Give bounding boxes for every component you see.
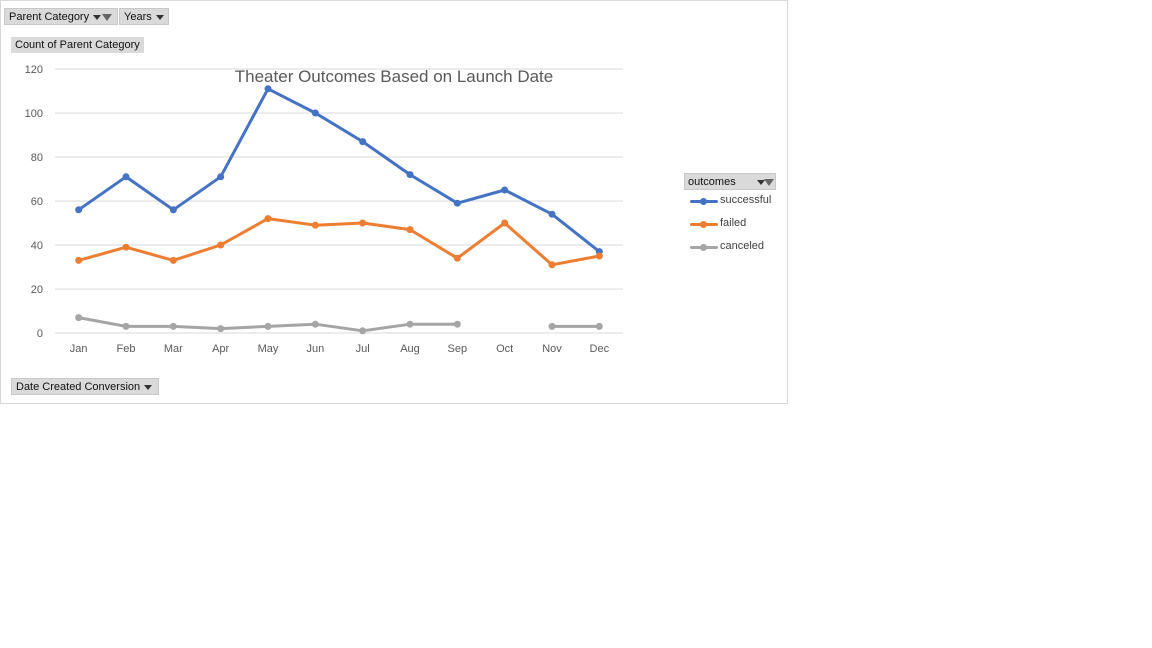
y-tick-label: 60 xyxy=(31,196,43,208)
x-tick-label: Apr xyxy=(212,343,229,355)
x-tick-label: Aug xyxy=(400,343,420,355)
data-point-failed xyxy=(359,219,367,227)
pivot-chart xyxy=(0,0,788,404)
legend-item-failed: failed xyxy=(684,217,794,240)
legend-item-successful: successful xyxy=(684,194,794,217)
data-point-failed xyxy=(453,254,461,262)
line-chart: Theater Outcomes Based on Launch Date 0 2… xyxy=(25,64,623,355)
x-tick-label: Dec xyxy=(590,343,610,355)
data-point-failed xyxy=(264,215,272,223)
x-tick-label: May xyxy=(258,343,279,355)
data-point-failed xyxy=(75,256,83,264)
data-point-successful xyxy=(217,173,225,181)
filter-icon xyxy=(102,13,113,21)
data-point-canceled xyxy=(169,322,177,330)
gridlines xyxy=(55,68,623,334)
data-point-successful xyxy=(359,138,367,146)
x-tick-label: Jun xyxy=(306,343,324,355)
y-tick-label: 40 xyxy=(31,240,43,252)
filter-icon xyxy=(764,179,774,186)
years-label: Years xyxy=(124,11,152,23)
y-tick-label: 0 xyxy=(37,328,43,340)
chevron-down-icon xyxy=(93,14,102,20)
legend-marker-canceled xyxy=(700,244,707,251)
axis-field-button[interactable]: Date Created Conversion xyxy=(11,378,159,395)
data-point-canceled xyxy=(311,320,319,328)
value-field-label: Count of Parent Category xyxy=(15,39,140,51)
data-point-canceled xyxy=(264,322,272,330)
x-tick-label: Feb xyxy=(117,343,136,355)
series-line-failed xyxy=(77,217,601,267)
data-point-canceled xyxy=(359,327,367,335)
x-tick-label: Jul xyxy=(356,343,370,355)
data-point-failed xyxy=(169,256,177,264)
series-lines xyxy=(75,85,603,335)
data-point-failed xyxy=(311,221,319,229)
years-filter-button[interactable]: Years xyxy=(119,8,169,25)
axis-labels: 0 20 40 60 80 100 120 Jan Feb Mar Apr May Jun Jul Aug S… xyxy=(25,64,610,355)
legend-marker-failed xyxy=(700,221,707,228)
value-field-button[interactable]: Count of Parent Category xyxy=(11,37,144,53)
y-tick-label: 100 xyxy=(25,108,43,120)
data-point-successful xyxy=(169,206,177,214)
series-line-successful xyxy=(77,87,601,254)
data-point-successful xyxy=(311,109,319,117)
data-point-successful xyxy=(453,199,461,207)
x-tick-label: Sep xyxy=(448,343,468,355)
data-point-canceled xyxy=(548,322,556,330)
y-tick-label: 20 xyxy=(31,284,43,296)
chevron-down-icon xyxy=(757,180,765,185)
legend-label-canceled: canceled xyxy=(720,240,765,252)
y-tick-label: 80 xyxy=(31,152,43,164)
data-point-failed xyxy=(595,252,603,260)
data-point-canceled xyxy=(122,322,130,330)
x-tick-label: Mar xyxy=(164,343,183,355)
data-point-canceled xyxy=(406,320,414,328)
x-tick-label: Jan xyxy=(70,343,88,355)
data-point-canceled xyxy=(595,322,603,330)
axis-field-label: Date Created Conversion xyxy=(16,381,141,393)
x-tick-label: Nov xyxy=(542,343,562,355)
legend-label-successful: successful xyxy=(720,194,772,206)
data-point-failed xyxy=(548,261,556,269)
outcomes-label: outcomes xyxy=(688,176,736,188)
data-point-canceled xyxy=(453,320,461,328)
data-point-failed xyxy=(217,241,225,249)
data-point-failed xyxy=(406,226,414,234)
data-point-successful xyxy=(548,210,556,218)
legend: outcomes successful failed canceled xyxy=(684,173,794,263)
chevron-down-icon xyxy=(144,384,153,390)
data-point-successful xyxy=(264,85,272,93)
legend-label-failed: failed xyxy=(720,217,747,229)
data-point-successful xyxy=(75,206,83,214)
data-point-failed xyxy=(122,243,130,251)
data-point-canceled xyxy=(75,314,83,322)
data-point-successful xyxy=(406,171,414,179)
chart-title: Theater Outcomes Based on Launch Date xyxy=(235,67,553,86)
x-tick-label: Oct xyxy=(496,343,513,355)
chevron-down-icon xyxy=(155,14,164,20)
outcomes-filter-button[interactable]: outcomes xyxy=(684,173,776,190)
data-point-successful xyxy=(501,186,509,194)
legend-item-canceled: canceled xyxy=(684,240,794,263)
data-point-failed xyxy=(501,219,509,227)
legend-marker-successful xyxy=(700,198,707,205)
parent-category-filter-button[interactable]: Parent Category xyxy=(4,8,118,25)
y-tick-label: 120 xyxy=(25,64,43,76)
data-point-successful xyxy=(122,173,130,181)
data-point-canceled xyxy=(217,325,225,333)
parent-category-label: Parent Category xyxy=(9,11,90,23)
